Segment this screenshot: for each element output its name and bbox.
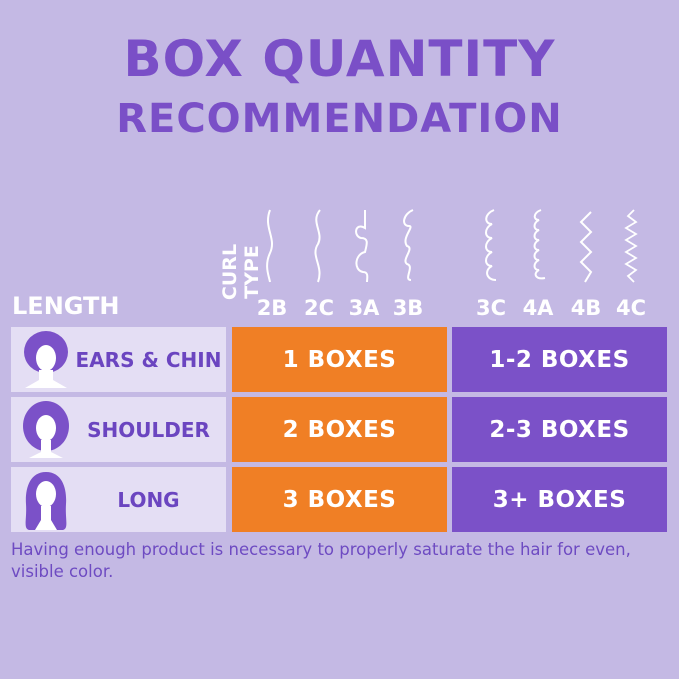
curl-label-4a: 4A [522,296,554,320]
boxes-2b-3b: 1 BOXES [232,327,447,392]
face-shoulder-hair-icon [23,400,69,458]
boxes-3c-4c: 3+ BOXES [452,467,667,532]
curl-3b-icon [403,209,414,281]
curl-label-4c: 4C [615,296,647,320]
curl-label-3b: 3B [392,296,424,320]
boxes-3c-4c: 2-3 BOXES [452,397,667,462]
curl-label-2b: 2B [256,296,288,320]
curl-4c-icon [624,209,638,283]
length-label: LONG [117,487,180,512]
table-row: EARS & CHIN 1 BOXES 1-2 BOXES [11,327,667,392]
table-row: LONG 3 BOXES 3+ BOXES [11,467,667,532]
table-row: SHOULDER 2 BOXES 2-3 BOXES [11,397,667,462]
curl-2c-icon [314,209,321,283]
curl-4a-icon [533,209,546,280]
curl-3a-icon [355,210,369,283]
face-short-hair-icon [24,330,68,388]
boxes-2b-3b: 3 BOXES [232,467,447,532]
curl-3c-icon [485,209,497,281]
title-line-1: BOX QUANTITY [123,30,556,88]
curl-label-3c: 3C [475,296,507,320]
length-cell: SHOULDER [11,397,226,462]
length-cell: LONG [11,467,226,532]
length-cell: EARS & CHIN [11,327,226,392]
face-long-hair-icon [25,471,67,530]
length-header: LENGTH [12,292,120,320]
curl-2b-icon [266,209,273,283]
length-label: EARS & CHIN [75,347,222,372]
boxes-3c-4c: 1-2 BOXES [452,327,667,392]
curl-label-4b: 4B [570,296,602,320]
boxes-2b-3b: 2 BOXES [232,397,447,462]
footnote: Having enough product is necessary to pr… [11,540,631,581]
curl-label-3a: 3A [348,296,380,320]
curl-4b-icon [579,211,593,283]
title-line-2: RECOMMENDATION [116,96,563,142]
curl-label-2c: 2C [303,296,335,320]
length-label: SHOULDER [87,417,210,442]
